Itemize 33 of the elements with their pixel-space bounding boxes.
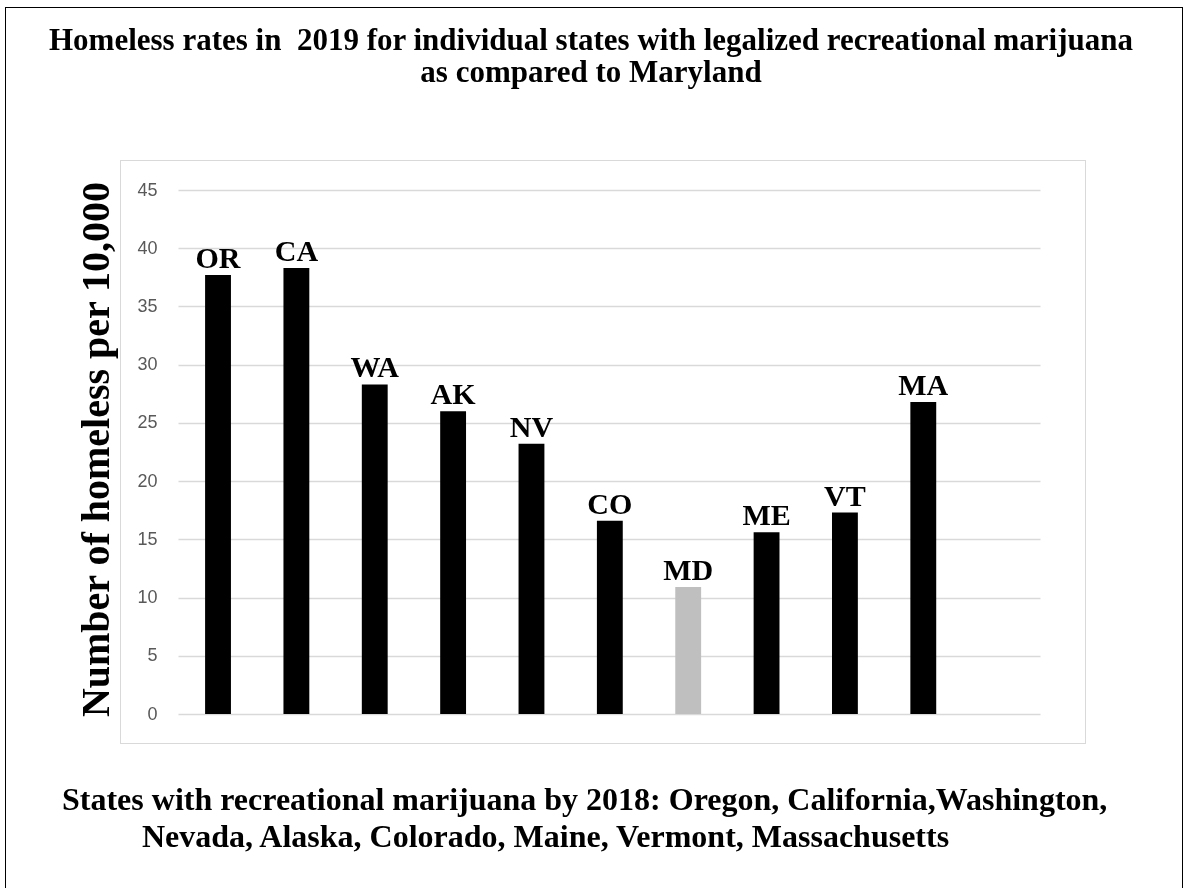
x-tick-label: OR [195,241,241,274]
bar [596,520,623,714]
x-tick-label: AK [430,377,477,411]
x-tick-label: MA [898,367,949,401]
bar [832,512,858,714]
x-tick-label: NV [509,409,554,443]
y-tick-label: 30 [137,354,158,375]
y-tick-label: 15 [137,528,158,549]
bar [675,587,702,714]
y-tick-label: 10 [137,587,158,608]
bar [910,401,937,714]
text: States with recreational marijuana by 2018: Oregon, California,Washington, Nevada, Alaska, Colorado, Maine, Vermont, Massachusetts [62,781,1109,855]
y-tick-label: 40 [137,237,158,258]
bar [205,275,231,714]
bar [440,411,467,714]
x-tick-label: ME [742,498,791,532]
x-tick-label: CA [274,234,319,268]
y-tick-label: 45 [137,179,158,200]
x-tick-label: WA [350,350,400,384]
y-tick-label: 35 [137,295,158,316]
bar [518,443,545,714]
x-tick-label: MD [663,553,714,587]
y-tick-label: 25 [137,412,158,433]
x-tick-label: VT [824,478,866,512]
x-tick-label: CO [587,486,633,520]
bar [753,532,780,714]
y-tick-label: 20 [137,470,158,491]
bar [283,268,310,714]
y-tick-label: 0 [147,703,158,724]
y-tick-label: 5 [147,645,158,666]
chart-title: Homeless rates in 2019 for individual states with legalized recreational marijuana as compared to Maryland [47,22,1135,89]
y-axis-title: Number of homeless per 10,000 [72,181,118,718]
bar [361,384,388,714]
